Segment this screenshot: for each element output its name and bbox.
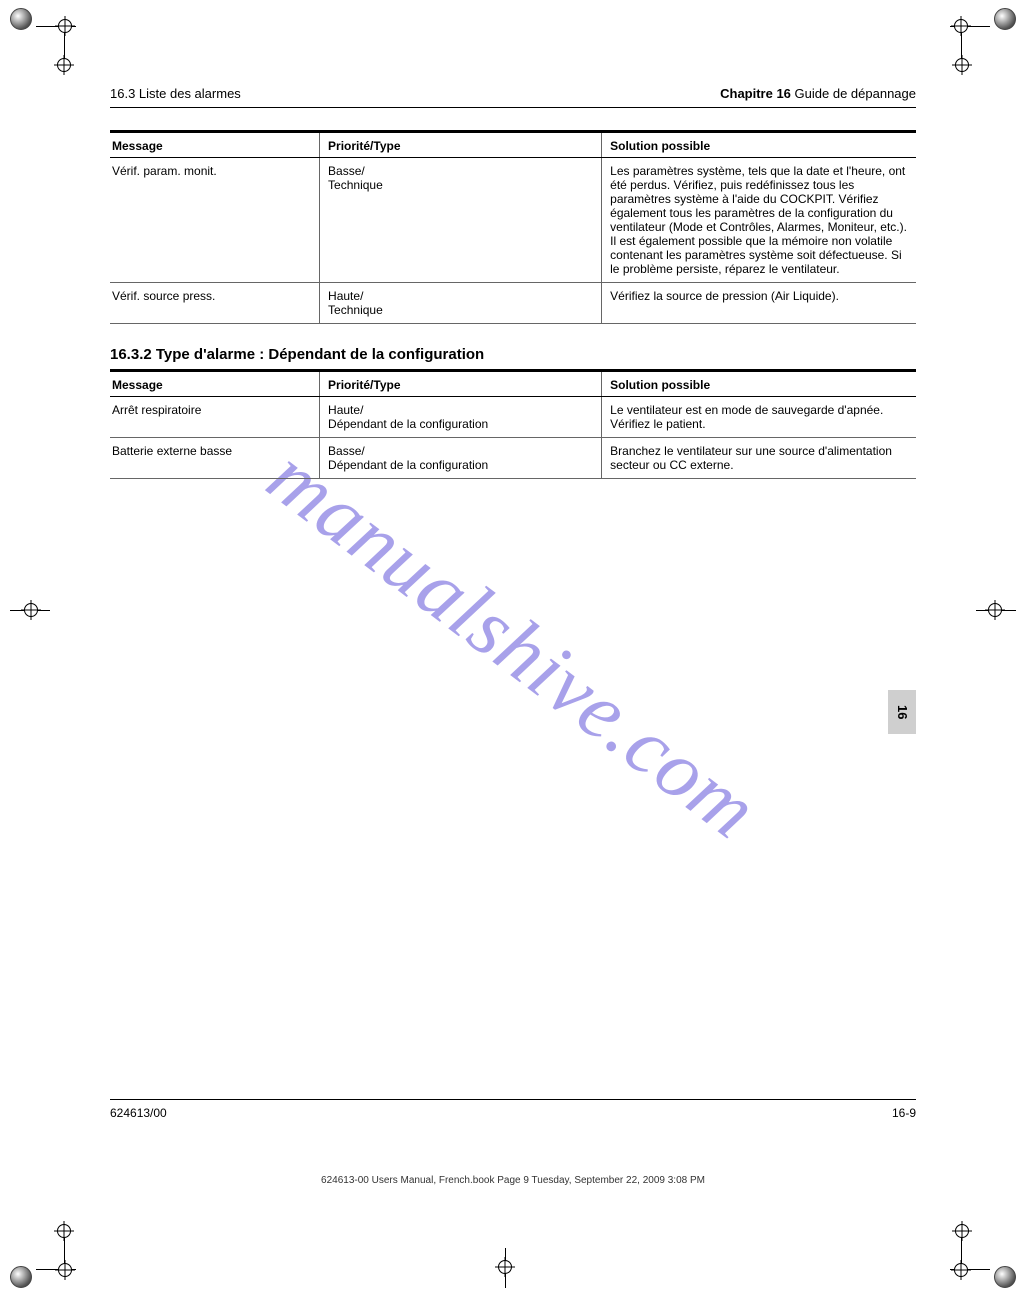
page-content: 16.3 Liste des alarmes Chapitre 16 Guide… <box>110 86 916 1136</box>
table-row: Vérif. param. monit. Basse/ Technique Le… <box>110 158 916 283</box>
cell-priority: Haute/ Dépendant de la configuration <box>320 397 602 438</box>
footer-left: 624613/00 <box>110 1106 167 1120</box>
col-message: Message <box>110 371 320 397</box>
cell-message: Vérif. param. monit. <box>110 158 320 283</box>
col-priority: Priorité/Type <box>320 132 602 158</box>
cell-message: Vérif. source press. <box>110 283 320 324</box>
header-left: 16.3 Liste des alarmes <box>110 86 241 101</box>
cell-priority: Basse/ Dépendant de la configuration <box>320 438 602 479</box>
header-subtitle: Guide de dépannage <box>795 86 916 101</box>
cell-message: Batterie externe basse <box>110 438 320 479</box>
cell-priority: Basse/ Technique <box>320 158 602 283</box>
col-message: Message <box>110 132 320 158</box>
cell-solution: Vérifiez la source de pression (Air Liqu… <box>602 283 916 324</box>
table-header-row: Message Priorité/Type Solution possible <box>110 371 916 397</box>
section-title: 16.3.2 Type d'alarme : Dépendant de la c… <box>110 346 916 363</box>
table-row: Batterie externe basse Basse/ Dépendant … <box>110 438 916 479</box>
col-solution: Solution possible <box>602 132 916 158</box>
table-alarms-1: Message Priorité/Type Solution possible … <box>110 130 916 324</box>
print-meta: 624613-00 Users Manual, French.book Page… <box>321 1175 705 1186</box>
table-alarms-2: Message Priorité/Type Solution possible … <box>110 369 916 479</box>
table-row: Arrêt respiratoire Haute/ Dépendant de l… <box>110 397 916 438</box>
cell-priority: Haute/ Technique <box>320 283 602 324</box>
header-right: Chapitre 16 Guide de dépannage <box>720 86 916 101</box>
col-solution: Solution possible <box>602 371 916 397</box>
col-priority: Priorité/Type <box>320 371 602 397</box>
cell-solution: Branchez le ventilateur sur une source d… <box>602 438 916 479</box>
header-chapter: Chapitre 16 <box>720 86 791 101</box>
chapter-side-tab: 16 <box>888 690 916 734</box>
table-header-row: Message Priorité/Type Solution possible <box>110 132 916 158</box>
footer-right: 16-9 <box>892 1106 916 1120</box>
page-footer: 624613/00 16-9 <box>110 1099 916 1120</box>
chapter-number: 16 <box>888 690 916 734</box>
page-header: 16.3 Liste des alarmes Chapitre 16 Guide… <box>110 86 916 108</box>
cell-solution: Le ventilateur est en mode de sauvegarde… <box>602 397 916 438</box>
cell-message: Arrêt respiratoire <box>110 397 320 438</box>
table-row: Vérif. source press. Haute/ Technique Vé… <box>110 283 916 324</box>
cell-solution: Les paramètres système, tels que la date… <box>602 158 916 283</box>
